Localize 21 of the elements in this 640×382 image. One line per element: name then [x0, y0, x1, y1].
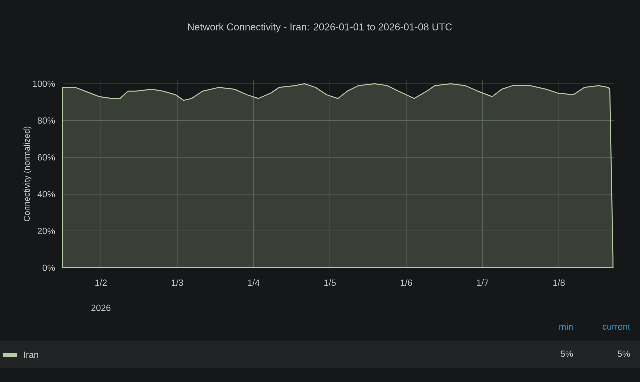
- y-tick-label: 60%: [38, 154, 56, 161]
- y-axis-title: Connectivity (normalized): [24, 126, 32, 222]
- y-tick-label: 0%: [42, 264, 56, 272]
- x-tick-label: 1/7: [477, 280, 489, 286]
- x-tick-label: 1/8: [554, 280, 565, 286]
- x-tick-label: 1/4: [248, 280, 260, 286]
- y-tick-label: 40%: [38, 191, 56, 198]
- x-tick-label: 1/5: [324, 280, 336, 286]
- x-tick-label: 1/3: [172, 280, 184, 286]
- x-tick-label: 1/6: [400, 280, 412, 286]
- y-tick-label: 100%: [33, 80, 56, 88]
- text: min: [560, 324, 573, 330]
- text: 5%: [618, 350, 630, 358]
- y-tick-label: 80%: [38, 118, 56, 124]
- legend-label: Iran: [24, 352, 38, 358]
- text: 5%: [560, 350, 574, 358]
- text: current: [602, 324, 630, 330]
- y-tick-label: 20%: [38, 228, 56, 234]
- chart-title: Network Connectivity - Iran: 2026-01-01 to 2026-01-08 UTC: [188, 23, 452, 33]
- text: 2026: [92, 304, 111, 312]
- x-tick-label: 1/2: [96, 280, 107, 286]
